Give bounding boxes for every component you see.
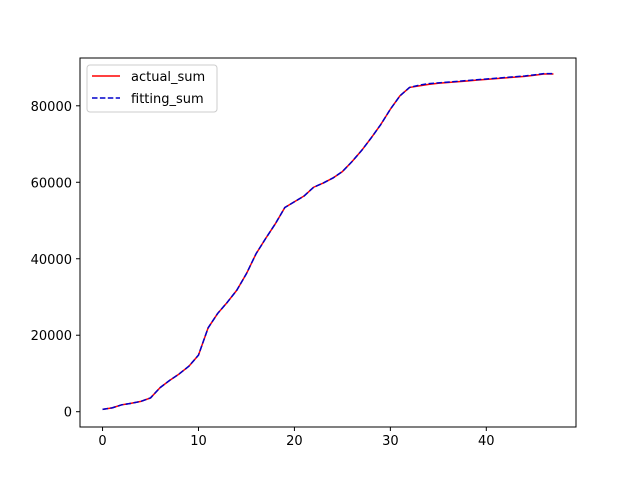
x-tick-label: 20 xyxy=(286,434,303,449)
y-tick-label: 80000 xyxy=(31,100,72,115)
x-tick-label: 40 xyxy=(478,434,495,449)
y-tick-label: 40000 xyxy=(31,253,72,268)
y-axis: 0 20000 40000 60000 80000 xyxy=(31,100,80,421)
y-tick-label: 60000 xyxy=(31,176,72,191)
legend-label-fitting-sum: fitting_sum xyxy=(131,92,204,107)
x-tick-label: 30 xyxy=(382,434,399,449)
series-line-actual-sum xyxy=(102,73,554,411)
plot-lines xyxy=(102,72,554,411)
x-tick-label: 0 xyxy=(98,434,106,449)
x-axis: 0 10 20 30 40 xyxy=(98,427,495,449)
x-tick-label: 10 xyxy=(190,434,207,449)
y-tick-label: 20000 xyxy=(31,329,72,344)
legend: actual_sum fitting_sum xyxy=(86,64,218,113)
legend-label-actual-sum: actual_sum xyxy=(131,70,205,85)
y-tick-label: 0 xyxy=(64,406,72,421)
plot-frame xyxy=(79,57,577,428)
series-line-fitting-sum xyxy=(102,72,554,411)
